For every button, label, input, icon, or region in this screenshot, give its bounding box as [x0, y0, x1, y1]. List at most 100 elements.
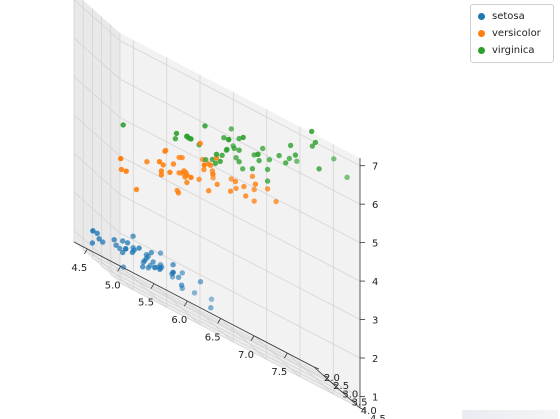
- y-tick-label: 3.5: [352, 398, 368, 409]
- data-point-versicolor: [273, 198, 279, 205]
- x-tick-label: 6.5: [205, 332, 221, 343]
- x-tick-label: 5.0: [105, 280, 121, 291]
- data-point-virginica: [287, 142, 294, 149]
- data-point-setosa: [129, 249, 136, 255]
- data-point-virginica: [249, 166, 256, 172]
- data-point-setosa: [179, 270, 185, 276]
- data-point-virginica: [309, 128, 315, 135]
- data-point-virginica: [233, 155, 239, 161]
- y-axis-line: [313, 366, 361, 409]
- data-point-virginica: [236, 147, 242, 153]
- x-axis-line: [73, 241, 315, 368]
- data-point-setosa: [130, 233, 136, 239]
- data-point-setosa: [145, 265, 151, 271]
- axis-lines: [73, 158, 366, 411]
- data-point-virginica: [209, 156, 216, 163]
- z-tick-label: 4: [372, 277, 378, 288]
- data-point-versicolor: [123, 168, 129, 174]
- data-point-virginica: [283, 160, 289, 166]
- gridline-y: [119, 33, 361, 409]
- data-point-virginica: [236, 159, 242, 165]
- data-point-virginica: [120, 122, 126, 128]
- data-point-setosa: [148, 249, 154, 256]
- data-point-virginica: [188, 136, 194, 142]
- gridline-z: [73, 76, 361, 243]
- x-tick-mark: [117, 266, 122, 272]
- data-point-setosa: [124, 240, 131, 246]
- x-tick-mark: [283, 352, 288, 359]
- y-tick-label: 4.5: [370, 414, 386, 419]
- data-point-virginica: [312, 139, 319, 146]
- data-point-setosa: [100, 239, 106, 245]
- x-tick-mark: [150, 283, 155, 289]
- data-point-versicolor: [233, 185, 239, 192]
- data-point-versicolor: [232, 178, 239, 185]
- legend-marker: [478, 13, 485, 20]
- z-tick-label: 3: [372, 316, 378, 327]
- data-point-versicolor: [182, 174, 188, 180]
- data-point-virginica: [264, 166, 271, 173]
- data-point-versicolor: [206, 161, 212, 167]
- data-point-versicolor: [201, 166, 207, 173]
- legend-item-versicolor: versicolor: [475, 25, 549, 42]
- data-point-versicolor: [118, 155, 124, 162]
- z-tick-label: 2: [372, 354, 378, 365]
- data-point-setosa: [157, 250, 164, 256]
- z-tick-label: 1: [372, 392, 378, 403]
- x-tick-mark: [217, 318, 222, 324]
- y-tick-mark: [359, 407, 366, 411]
- data-point-versicolor: [158, 172, 165, 178]
- legend-item-setosa: setosa: [475, 8, 549, 25]
- legend-label: versicolor: [492, 28, 541, 39]
- data-point-setosa: [157, 266, 163, 272]
- data-point-versicolor: [252, 181, 259, 187]
- y-tick-mark: [313, 366, 320, 370]
- data-point-setosa: [152, 264, 158, 271]
- data-point-versicolor: [144, 159, 150, 165]
- data-point-setosa: [197, 279, 204, 285]
- data-point-setosa: [143, 252, 150, 258]
- y-tick-mark: [332, 383, 338, 386]
- data-point-setosa: [178, 282, 185, 288]
- data-point-versicolor: [201, 162, 207, 168]
- data-point-setosa: [123, 246, 129, 252]
- data-point-virginica: [276, 152, 282, 159]
- data-point-versicolor: [251, 186, 257, 193]
- data-point-setosa: [120, 238, 126, 244]
- data-point-virginica: [260, 145, 266, 152]
- z-tick-label: 7: [372, 162, 378, 173]
- data-point-versicolor: [167, 169, 173, 175]
- legend-marker: [478, 30, 485, 37]
- y-tick-mark: [323, 374, 329, 378]
- data-point-virginica: [228, 126, 234, 132]
- data-point-virginica: [219, 152, 225, 158]
- data-point-setosa: [117, 245, 123, 252]
- data-point-setosa: [208, 296, 215, 302]
- legend-label: setosa: [492, 11, 525, 22]
- data-point-virginica: [236, 135, 242, 142]
- data-point-versicolor: [227, 188, 234, 194]
- data-point-virginica: [266, 157, 273, 163]
- data-point-versicolor: [170, 161, 177, 167]
- data-point-setosa: [175, 274, 182, 280]
- data-point-virginica: [256, 157, 262, 164]
- data-point-setosa: [90, 228, 96, 234]
- legend: setosa versicolor virginica: [470, 4, 554, 63]
- data-point-virginica: [331, 156, 337, 162]
- data-point-setosa: [111, 237, 117, 243]
- x-tick-mark: [250, 335, 255, 341]
- data-point-virginica: [251, 152, 257, 158]
- gridline-z: [73, 153, 361, 320]
- data-point-virginica: [309, 143, 316, 149]
- data-point-virginica: [173, 130, 180, 137]
- data-point-virginica: [221, 135, 227, 141]
- data-point-versicolor: [206, 188, 212, 194]
- data-point-versicolor: [160, 162, 166, 168]
- y-tick-mark: [350, 399, 356, 403]
- z-tick-label: 5: [372, 239, 378, 250]
- data-point-virginica: [292, 152, 299, 158]
- data-point-virginica: [184, 133, 190, 139]
- y-tick-mark: [341, 391, 347, 394]
- data-point-versicolor: [197, 140, 203, 146]
- data-point-virginica: [212, 160, 219, 167]
